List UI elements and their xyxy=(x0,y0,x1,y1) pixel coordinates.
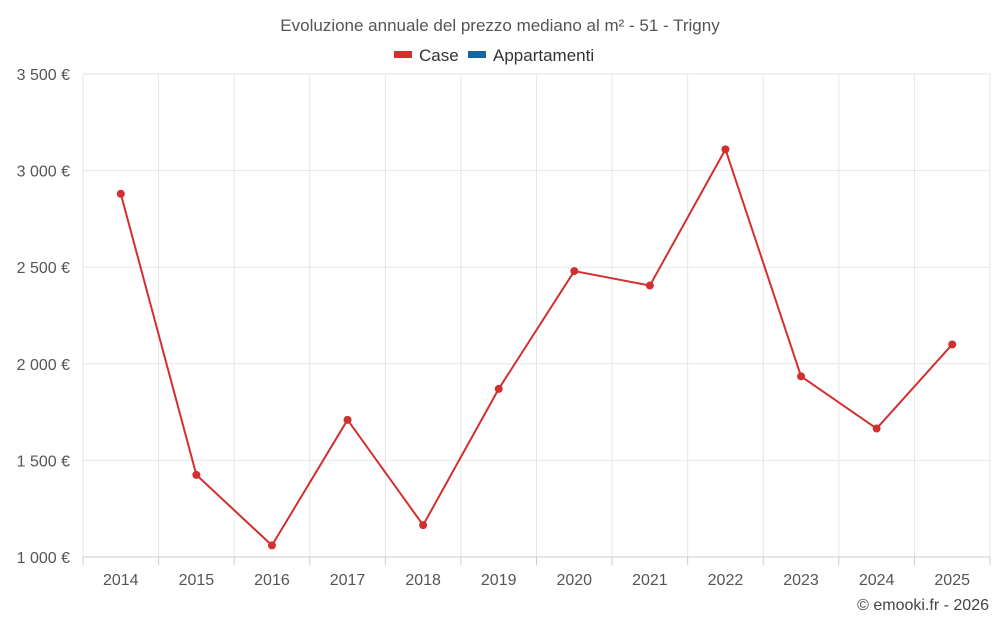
x-tick-label: 2014 xyxy=(103,572,139,589)
x-tick-label: 2024 xyxy=(859,572,895,589)
y-tick-label: 3 500 € xyxy=(17,67,70,84)
legend-item-appartamenti[interactable]: Appartamenti xyxy=(468,46,594,65)
data-point[interactable] xyxy=(948,340,957,349)
legend-item-case[interactable]: Case xyxy=(394,46,459,65)
y-tick-label: 1 500 € xyxy=(17,453,70,470)
grid xyxy=(82,73,991,557)
data-point[interactable] xyxy=(494,384,503,393)
legend: Case Appartamenti xyxy=(394,46,594,65)
x-tick-label: 2023 xyxy=(783,572,819,589)
data-point[interactable] xyxy=(419,521,428,530)
legend-label-case[interactable]: Case xyxy=(419,46,459,65)
legend-swatch-appartamenti xyxy=(468,51,486,58)
series-case xyxy=(116,145,957,550)
y-tick-label: 2 000 € xyxy=(17,357,70,374)
x-tick-label: 2016 xyxy=(254,572,290,589)
y-tick-label: 2 500 € xyxy=(17,260,70,277)
x-tick-label: 2019 xyxy=(481,572,517,589)
chart-title: Evoluzione annuale del prezzo mediano al… xyxy=(280,16,720,35)
x-tick-label: 2017 xyxy=(330,572,366,589)
data-point[interactable] xyxy=(343,415,352,424)
data-point[interactable] xyxy=(872,424,881,433)
y-tick-label: 1 000 € xyxy=(17,550,70,567)
x-tick-label: 2020 xyxy=(556,572,592,589)
data-point[interactable] xyxy=(645,281,654,290)
credit-text: © emooki.fr - 2026 xyxy=(857,597,989,614)
x-tick-label: 2015 xyxy=(179,572,215,589)
data-point[interactable] xyxy=(797,372,806,381)
y-tick-label: 3 000 € xyxy=(17,164,70,181)
series xyxy=(116,145,957,550)
x-tick-label: 2022 xyxy=(708,572,744,589)
x-tick-label: 2018 xyxy=(405,572,441,589)
data-point[interactable] xyxy=(570,267,579,276)
data-point[interactable] xyxy=(721,145,730,154)
data-point[interactable] xyxy=(116,189,125,198)
axes: 1 000 € 1 500 € 2 000 € 2 500 € 3 000 € 3 500… xyxy=(17,67,991,589)
data-point[interactable] xyxy=(192,470,201,479)
legend-label-appartamenti[interactable]: Appartamenti xyxy=(493,46,594,65)
series-line xyxy=(119,148,953,547)
legend-swatch-case xyxy=(394,51,412,58)
data-point[interactable] xyxy=(267,541,276,550)
x-tick-label: 2021 xyxy=(632,572,668,589)
x-tick-label: 2025 xyxy=(934,572,970,589)
